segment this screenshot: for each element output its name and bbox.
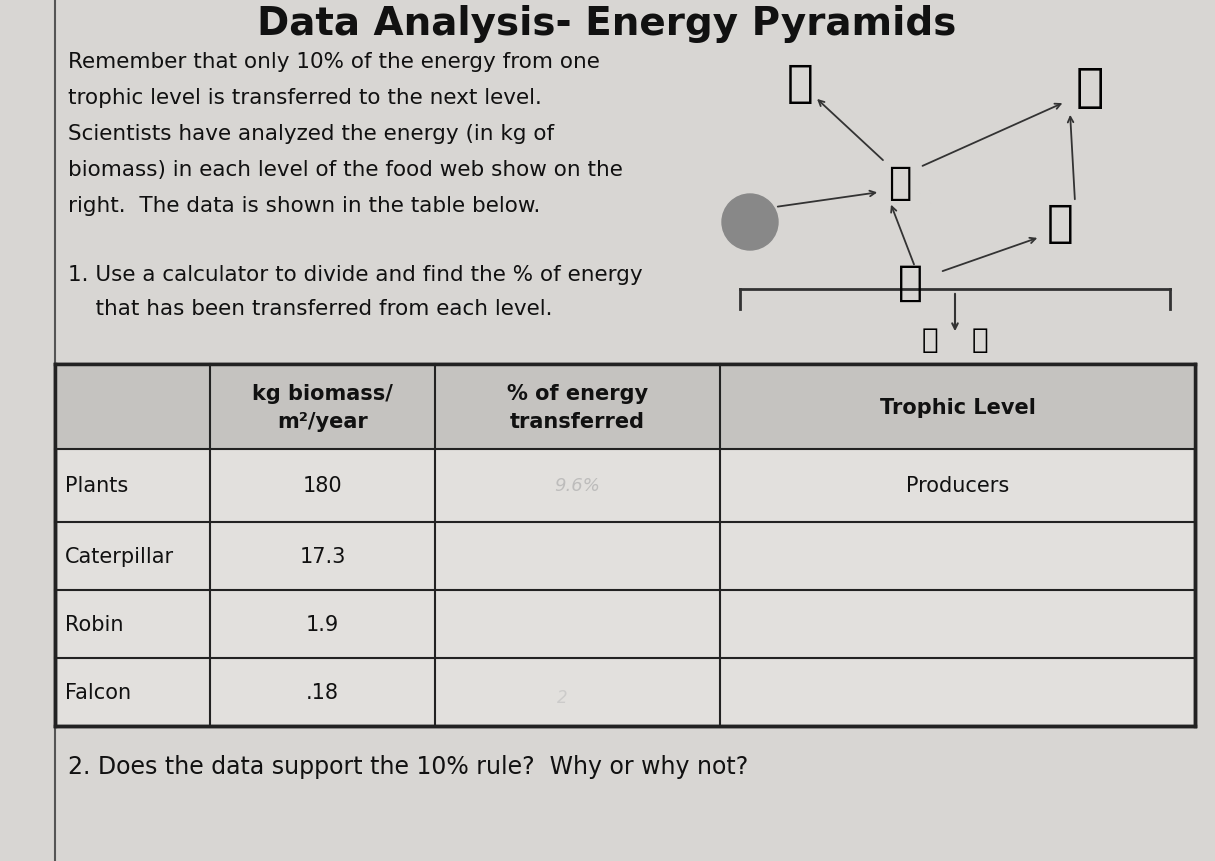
Text: 🦠: 🦠 [972,325,988,354]
Bar [55,364,1196,449]
Bar [55,364,1196,726]
Text: % of energy
transferred: % of energy transferred [507,383,648,431]
Text: 🐇: 🐇 [1046,201,1073,245]
Text: Producers: Producers [906,476,1010,496]
Text: Falcon: Falcon [64,682,131,703]
Text: 🦅: 🦅 [786,61,813,104]
Text: .18: .18 [306,682,339,703]
Text: Trophic Level: Trophic Level [880,397,1035,417]
Text: biomass) in each level of the food web show on the: biomass) in each level of the food web s… [68,160,623,180]
Text: 9.6%: 9.6% [554,477,600,495]
Text: 17.3: 17.3 [299,547,346,567]
Text: 🐦: 🐦 [888,164,911,201]
Text: Robin: Robin [64,614,124,635]
Text: Caterpillar: Caterpillar [64,547,174,567]
Text: kg biomass/
m²/year: kg biomass/ m²/year [252,383,392,431]
Text: Plants: Plants [64,476,129,496]
Text: 🐺: 🐺 [1075,65,1104,110]
Text: 🌿: 🌿 [898,262,922,304]
Text: Remember that only 10% of the energy from one: Remember that only 10% of the energy fro… [68,52,600,72]
Text: that has been transferred from each level.: that has been transferred from each leve… [68,299,553,319]
Text: 180: 180 [303,476,343,496]
Circle shape [722,195,778,251]
Text: 1.9: 1.9 [306,614,339,635]
Text: 1. Use a calculator to divide and find the % of energy: 1. Use a calculator to divide and find t… [68,264,643,285]
Text: Data Analysis- Energy Pyramids: Data Analysis- Energy Pyramids [258,5,956,43]
Text: trophic level is transferred to the next level.: trophic level is transferred to the next… [68,88,542,108]
Text: right.  The data is shown in the table below.: right. The data is shown in the table be… [68,195,541,216]
Text: 🍄: 🍄 [922,325,938,354]
Text: 2: 2 [558,688,567,706]
Text: 2. Does the data support the 10% rule?  Why or why not?: 2. Does the data support the 10% rule? W… [68,754,748,778]
Text: Scientists have analyzed the energy (in kg of: Scientists have analyzed the energy (in … [68,124,554,144]
